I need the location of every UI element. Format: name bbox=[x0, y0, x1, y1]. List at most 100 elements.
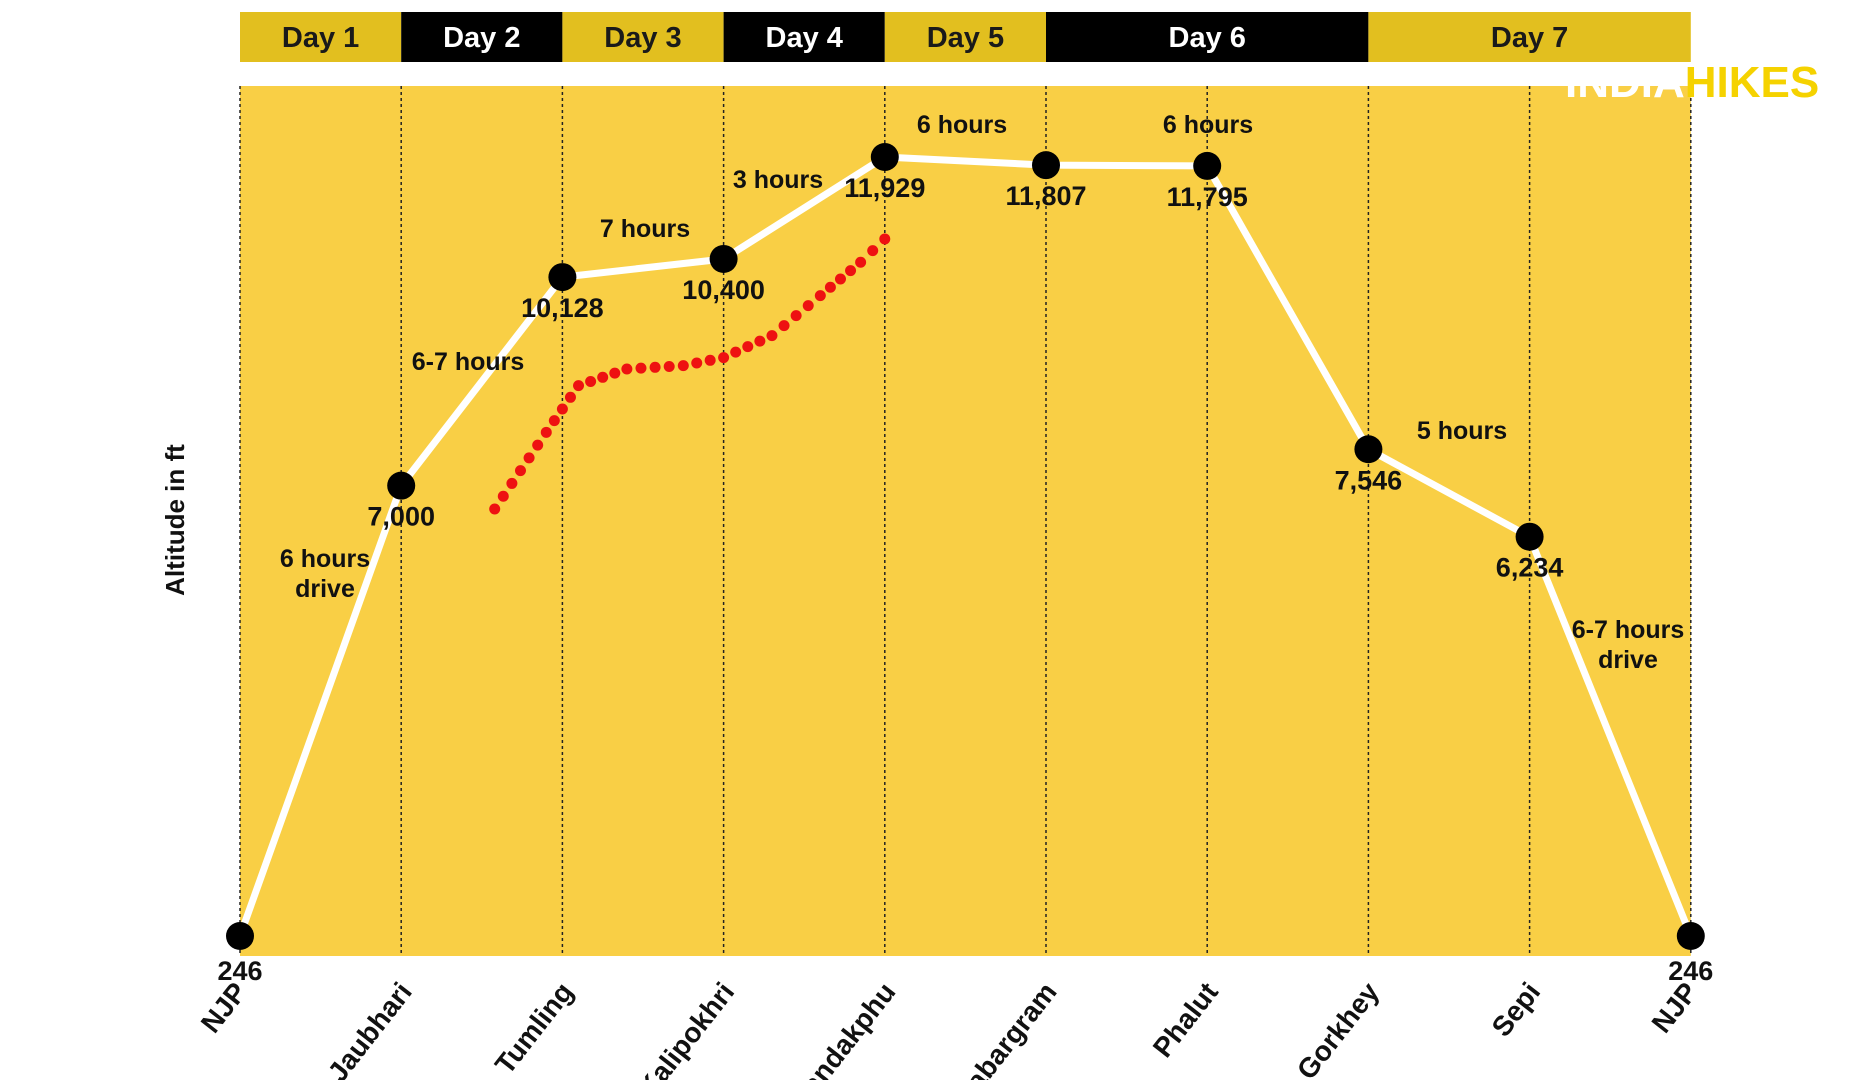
alternate-route-dot-10 bbox=[573, 380, 585, 392]
alternate-route-dot-2 bbox=[506, 477, 518, 489]
place-label-gorkhey-7: Gorkhey bbox=[1291, 976, 1386, 1080]
marker-kalipokhri-3 bbox=[709, 244, 738, 273]
alternate-route-dot-24 bbox=[754, 335, 766, 347]
duration-labels: 6 hours drive 6-7 hours 7 hours 3 hours 6 hou… bbox=[280, 111, 1684, 674]
day-bands: Day 1 Day 2 Day 3 Day 4 Day 5 Day 6 Day 7 bbox=[240, 12, 1691, 62]
alternate-route-dot-34 bbox=[867, 245, 879, 257]
day-band-4 bbox=[723, 12, 885, 62]
alternate-route-dot-16 bbox=[649, 361, 661, 373]
alternate-route-dot-8 bbox=[556, 403, 568, 415]
alternate-route-dot-18 bbox=[677, 360, 689, 372]
alternate-route-dot-25 bbox=[766, 330, 778, 342]
alternate-route-dot-30 bbox=[824, 281, 836, 293]
duration-label-segment-4: 6 hours bbox=[917, 111, 1007, 139]
day-band-2 bbox=[401, 12, 563, 62]
alternate-route-dot-5 bbox=[532, 439, 544, 451]
alternate-route-dot-4 bbox=[523, 452, 535, 464]
indiahikes-logo: INDIAHIKES bbox=[1565, 58, 1819, 107]
altitude-profile-line bbox=[236, 153, 1695, 940]
day-band-3 bbox=[562, 12, 724, 62]
alternate-route-dot-15 bbox=[635, 362, 647, 374]
duration-label-segment-5: 6 hours bbox=[1163, 111, 1253, 139]
place-gridlines bbox=[239, 86, 1692, 956]
alternate-route-dot-0 bbox=[489, 503, 501, 515]
place-label-phalut-6: Phalut bbox=[1147, 977, 1224, 1064]
alternate-route-dot-35 bbox=[879, 233, 891, 245]
alternate-route-dot-9 bbox=[564, 391, 576, 403]
alternate-route-dot-27 bbox=[790, 310, 802, 322]
day-label-7: Day 7 bbox=[1491, 22, 1568, 54]
day-label-4: Day 4 bbox=[766, 22, 843, 54]
duration-label-segment-8: 6-7 hours drive bbox=[1572, 616, 1685, 674]
alternate-route-dot-32 bbox=[845, 265, 857, 277]
day-label-3: Day 3 bbox=[604, 22, 681, 54]
alternate-route-dot-28 bbox=[802, 300, 814, 312]
altitude-label-7: 7,546 bbox=[1335, 465, 1403, 495]
alternate-route-dot-1 bbox=[497, 490, 509, 502]
marker-tumling-2 bbox=[548, 263, 577, 292]
day-band-6 bbox=[1046, 12, 1369, 62]
alternate-route-dot-22 bbox=[730, 346, 742, 358]
marker-sandakphu-4 bbox=[870, 143, 899, 171]
marker-sabargram-5 bbox=[1032, 151, 1060, 180]
altitude-label-3: 10,400 bbox=[682, 275, 765, 305]
altitude-label-4: 11,929 bbox=[844, 173, 925, 203]
altitude-label-5: 11,807 bbox=[1005, 181, 1086, 211]
alternate-route-dot-21 bbox=[718, 352, 730, 364]
marker-gorkhey-7 bbox=[1354, 435, 1383, 464]
place-label-kalipokhri-3: Kalipokhri bbox=[632, 977, 741, 1080]
alternate-route-dot-31 bbox=[834, 273, 846, 285]
duration-label-segment-7: 5 hours bbox=[1417, 417, 1507, 445]
place-label-sandakphu-4: Sandakphu bbox=[784, 977, 901, 1080]
place-label-jaubhari-1: Jaubhari bbox=[322, 977, 418, 1080]
marker-sepi-8 bbox=[1515, 522, 1544, 551]
alternate-route bbox=[489, 233, 891, 515]
alternate-route-dot-20 bbox=[704, 354, 716, 366]
altitude-labels: 246 7,000 10,128 10,400 11,929 11,807 11,795 7,… bbox=[217, 173, 1713, 986]
marker-njp-9 bbox=[1676, 922, 1705, 950]
alternate-route-dot-6 bbox=[540, 426, 552, 438]
altitude-label-9: 246 bbox=[1668, 956, 1713, 986]
plot-background bbox=[240, 86, 1691, 956]
alternate-route-dot-12 bbox=[597, 371, 609, 383]
altitude-label-6: 11,795 bbox=[1167, 182, 1248, 212]
alternate-route-dot-13 bbox=[609, 367, 621, 379]
duration-label-segment-1: 6-7 hours bbox=[412, 348, 525, 376]
place-label-sepi-8: Sepi bbox=[1485, 977, 1546, 1043]
day-band-5 bbox=[884, 12, 1046, 62]
day-label-2: Day 2 bbox=[443, 22, 520, 54]
point-markers bbox=[226, 143, 1705, 950]
y-axis-label: Altitude in ft bbox=[160, 444, 190, 596]
duration-label-segment-0: 6 hours drive bbox=[280, 545, 370, 603]
alternate-route-dot-11 bbox=[585, 375, 597, 387]
marker-phalut-6 bbox=[1193, 151, 1222, 180]
altitude-label-1: 7,000 bbox=[367, 502, 435, 532]
altitude-label-0: 246 bbox=[217, 956, 262, 986]
duration-label-segment-3: 3 hours bbox=[733, 166, 823, 194]
place-labels: NJP Jaubhari Tumling Kalipokhri Sandakphu Sab… bbox=[195, 976, 1704, 1085]
alternate-route-dot-14 bbox=[621, 363, 633, 375]
day-band-1 bbox=[240, 12, 402, 62]
alternate-route-dot-19 bbox=[691, 357, 703, 369]
marker-njp-0 bbox=[226, 922, 254, 950]
marker-jaubhari-1 bbox=[387, 471, 416, 500]
alternate-route-dot-23 bbox=[742, 341, 754, 353]
altitude-label-8: 6,234 bbox=[1496, 553, 1564, 583]
alternate-route-dot-29 bbox=[814, 290, 826, 302]
alternate-route-dot-33 bbox=[855, 256, 867, 268]
place-label-tumling-2: Tumling bbox=[489, 977, 579, 1080]
place-label-sabargram-5: Sabargram bbox=[948, 977, 1062, 1080]
day-label-5: Day 5 bbox=[927, 22, 1004, 54]
day-label-1: Day 1 bbox=[282, 22, 359, 54]
logo-part-hikes: HIKES bbox=[1685, 58, 1819, 107]
duration-label-segment-2: 7 hours bbox=[600, 215, 690, 243]
day-band-7 bbox=[1368, 12, 1691, 62]
alternate-route-dot-26 bbox=[778, 320, 790, 332]
day-label-6: Day 6 bbox=[1169, 22, 1246, 54]
altitude-label-2: 10,128 bbox=[521, 293, 604, 323]
alternate-route-dot-3 bbox=[514, 465, 526, 477]
alternate-route-dot-17 bbox=[663, 360, 675, 372]
logo-part-india: INDIA bbox=[1565, 58, 1685, 107]
